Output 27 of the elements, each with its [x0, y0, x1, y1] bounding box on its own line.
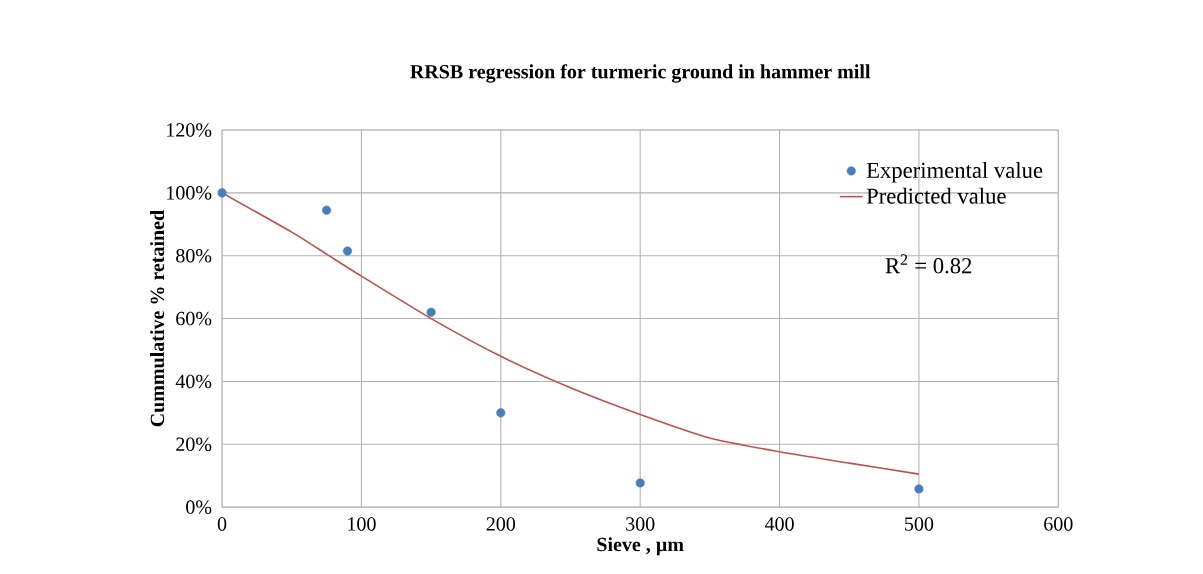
- y-tick-label: 40%: [175, 374, 212, 389]
- x-tick-label: 500: [905, 517, 934, 531]
- point: [322, 205, 332, 215]
- x-axis-title: Sieve , µm: [597, 537, 684, 556]
- x-tick-label: 300: [626, 517, 655, 531]
- point: [426, 307, 436, 317]
- point: [496, 408, 506, 418]
- x-tick-label: 200: [486, 517, 516, 531]
- x-tick-label: 400: [764, 517, 794, 531]
- annotation: R$^{2}$ = 0.82: [885, 254, 972, 274]
- x-tick-label: 100: [348, 517, 376, 531]
- point: [217, 188, 227, 198]
- point: [914, 484, 924, 494]
- y-tick-label: 80%: [176, 248, 212, 263]
- y-tick-label: 20%: [176, 437, 212, 451]
- y-tick-label: 120%: [167, 123, 212, 137]
- x-tick-label: 600: [1044, 517, 1073, 531]
- x-tick-label: 0: [217, 517, 227, 531]
- y-axis-title: Cummulative % retained: [150, 210, 165, 427]
- y-tick-label: 0%: [186, 500, 212, 514]
- point: [342, 246, 353, 256]
- chart-title: RRSB regression for turmeric ground in hammer mill: [410, 64, 871, 83]
- point: [635, 478, 645, 488]
- legend-label: Predicted value: [866, 187, 1006, 204]
- y-tick-label: 100%: [167, 186, 212, 200]
- y-tick-label: 60%: [176, 311, 212, 326]
- legend-label: Experimental value: [866, 161, 1043, 183]
